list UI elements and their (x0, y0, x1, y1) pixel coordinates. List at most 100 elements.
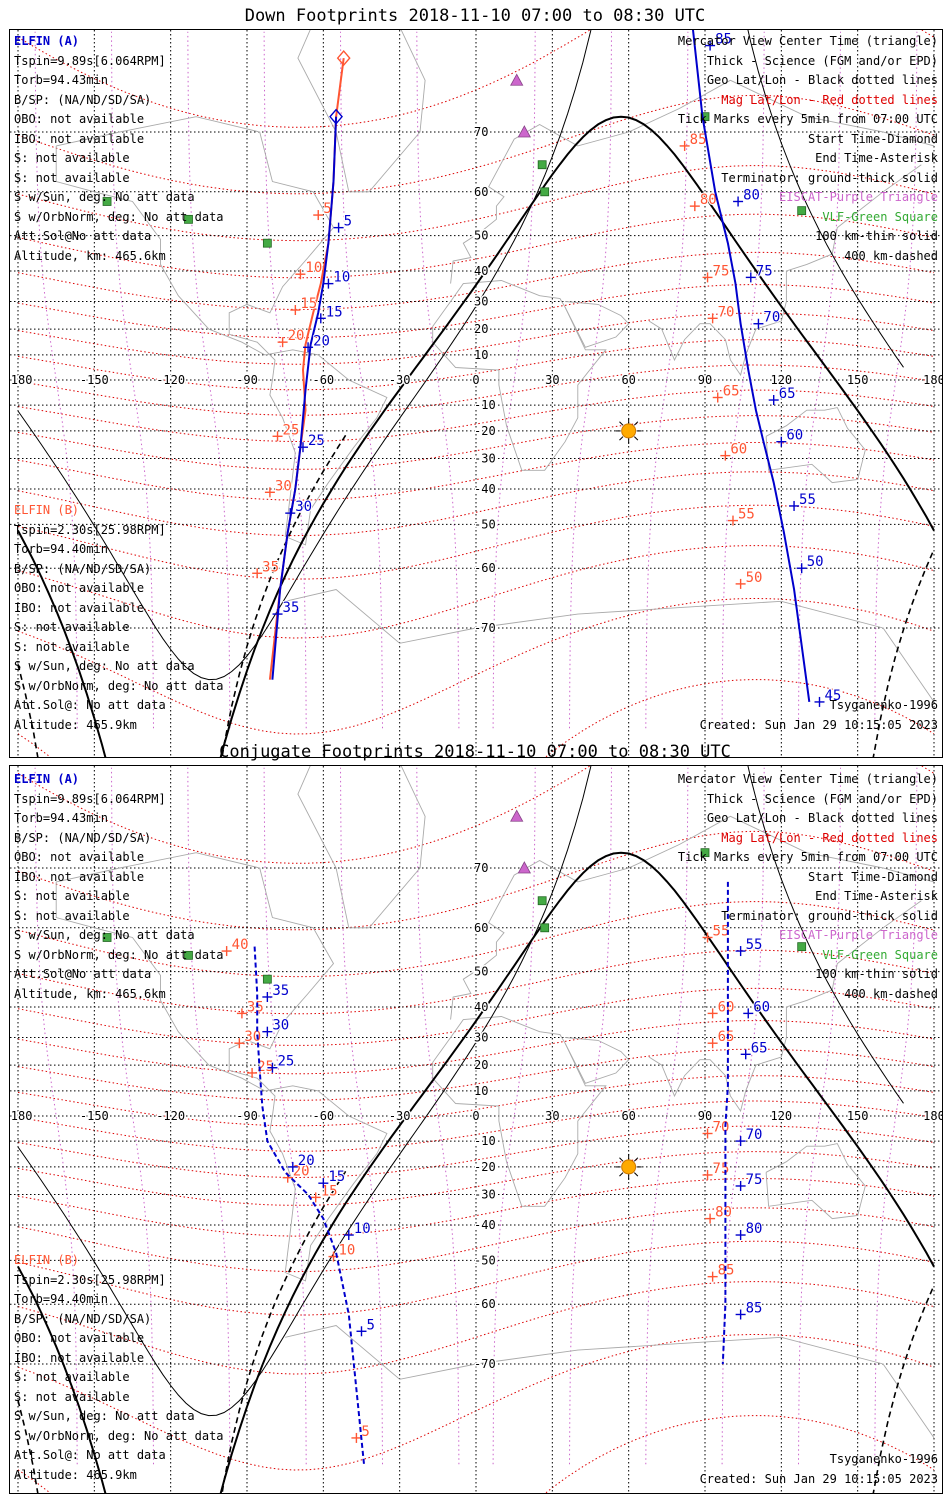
lon-tick-label: 30 (545, 373, 559, 387)
lat-tick-label: 20 (474, 322, 488, 336)
tick-label: 5 (361, 1424, 369, 1440)
top-panel-title: Down Footprints 2018-11-10 07:00 to 08:3… (244, 6, 706, 26)
info-line: Tspin=9.89s[6.064RPM] (14, 53, 166, 68)
tick-label: 20 (293, 1164, 310, 1180)
info-line: IBO: not available (14, 600, 145, 615)
tick-label: 10 (333, 270, 350, 286)
mag-lon-line (187, 31, 231, 729)
lat-tick-label: 70 (474, 125, 488, 139)
info-line: OBO: not available (14, 581, 145, 595)
sun-ray (619, 1172, 624, 1177)
model-label: Tsyganenko-1996 (829, 1452, 938, 1466)
info-line: Torb=94.40min (14, 1292, 108, 1306)
tick-label: 20 (298, 1153, 315, 1169)
track-line (692, 30, 811, 703)
info-line: S w/Sun, deg: No att data (14, 190, 195, 204)
track-line (271, 116, 338, 680)
lat-tick-label: 40 (474, 264, 488, 278)
lon-tick-label: -90 (236, 1109, 258, 1123)
mag-lon-line (111, 767, 154, 1465)
sun-ray (633, 1157, 639, 1162)
satellite-name: ELFIN (A) (14, 34, 80, 48)
tick-label: 30 (275, 478, 292, 494)
lat-tick-label: -50 (474, 517, 496, 531)
info-line: S: not available (14, 1389, 130, 1404)
tick-label: 70 (763, 310, 780, 326)
lon-tick-label: -120 (156, 1109, 185, 1123)
legend-entry: Thick - Science (FGM and/or EPD) (706, 53, 938, 68)
mag-lon-line (187, 767, 231, 1465)
lon-tick-label: 60 (621, 1109, 635, 1123)
tick-label: 30 (272, 1018, 289, 1034)
mag-lon-line (569, 767, 612, 1465)
mag-lat-line (17, 94, 935, 195)
lat-tick-label: -70 (474, 1357, 496, 1371)
tick-label: 15 (328, 1169, 345, 1185)
axis-labels: -180 -150 -120 -90 -60 -30 0 30 60 90 120 150 180 70 6… (10, 124, 942, 637)
elfin-b-info: ELFIN (B) Tspin=2.30s[25.98RPM] Torb=94.40… (14, 501, 224, 735)
elfin-b-track-east: 85 80 75 70 65 60 55 50 (679, 131, 763, 589)
tick-label: 55 (746, 937, 763, 953)
terminator (17, 766, 935, 1493)
lat-tick-label: 60 (474, 921, 488, 935)
tick-label: 60 (786, 428, 803, 444)
tick-label: 35 (283, 600, 300, 616)
elfin-b-info: ELFIN (B) Tspin=2.30s[25.98RPM] Torb=94.40… (14, 1251, 224, 1485)
tick-label: 25 (257, 1059, 274, 1075)
mag-lat-line (17, 679, 935, 757)
tick-label: 25 (277, 1054, 294, 1070)
tick-label: 15 (300, 296, 317, 312)
coastline (564, 301, 630, 348)
coastline (450, 815, 935, 1020)
tick-label: 80 (715, 1205, 732, 1221)
lat-tick-label: -60 (474, 1297, 496, 1311)
eiscat-triangle (517, 125, 532, 138)
sun-ray (633, 436, 639, 441)
info-line: Att.Sol@: No att data (14, 1448, 166, 1462)
tick-label: 10 (354, 1221, 371, 1237)
elfin-a-track-east: 85 80 75 70 65 60 55 50 45 (692, 30, 842, 707)
lat-tick-label: 50 (474, 229, 488, 243)
tick-label: 65 (723, 384, 740, 400)
tick-label: 65 (718, 1029, 735, 1045)
lat-tick-label: 20 (474, 1058, 488, 1072)
tick-label: 70 (713, 1120, 730, 1136)
info-line: S: not available (14, 620, 130, 634)
lat-tick-label: -30 (474, 451, 496, 465)
sun-ray (619, 1157, 624, 1162)
tick-label: 55 (799, 492, 816, 508)
lat-tick-label: -40 (474, 482, 496, 496)
info-line: S: not available (14, 170, 130, 185)
mag-lon-line (721, 31, 765, 729)
legend-entry: EISCAT-Purple Triangle (779, 190, 938, 204)
lat-tick-label: 10 (474, 1084, 488, 1098)
created-label: Created: Sun Jan 29 10:15:05 2023 (699, 718, 938, 732)
satellite-name: ELFIN (B) (14, 1253, 80, 1267)
tick-label: 15 (321, 1183, 338, 1199)
mag-lat-line (17, 471, 935, 537)
mag-lon-line (416, 767, 460, 1465)
mag-lat-line (17, 30, 935, 128)
info-line: S w/OrbNorm, deg: No att data (14, 1428, 224, 1443)
lat-tick-label: 10 (474, 348, 488, 362)
vlf-square (540, 187, 550, 197)
tick-label: 25 (283, 422, 300, 438)
tick-label: 75 (713, 1161, 730, 1177)
terminator (17, 30, 935, 757)
lon-tick-label: 0 (472, 373, 479, 387)
legend-entry: Geo Lat/Lon - Black dotted lines (706, 73, 938, 87)
mag-lat-line (17, 339, 935, 391)
info-line: S: not available (14, 889, 130, 903)
lat-tick-label: 60 (474, 185, 488, 199)
lat-tick-label: -70 (474, 621, 496, 635)
sun-ray (619, 436, 624, 441)
sun-ray (619, 421, 624, 426)
tick-label: 60 (730, 442, 747, 458)
elfin-a-track-east: 55 60 65 70 75 80 85 (721, 881, 771, 1365)
legend-entry: 100 km-thin solid (815, 229, 938, 243)
tick-label: 10 (339, 1243, 356, 1259)
info-line: B/SP: (NA/ND/SD/SA) (14, 1311, 152, 1326)
lon-tick-label: -30 (389, 373, 411, 387)
lon-tick-label: 150 (847, 373, 869, 387)
sun-disc (621, 423, 637, 439)
